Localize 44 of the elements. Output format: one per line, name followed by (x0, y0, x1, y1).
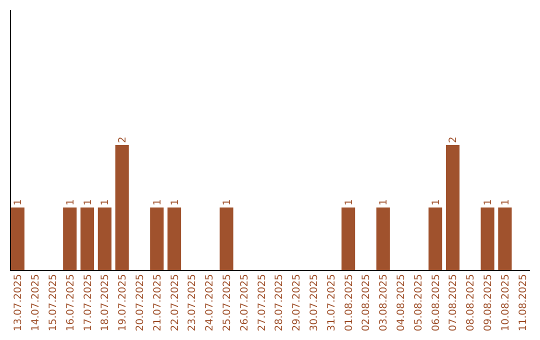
x-tick-label: 24.07.2025 (204, 274, 216, 332)
x-tick-label: 29.07.2025 (292, 274, 303, 332)
x-tick-label: 11.08.2025 (518, 274, 529, 332)
data-label: 2 (118, 136, 129, 143)
x-tick-label: 21.07.2025 (152, 274, 164, 332)
data-label: 1 (152, 199, 164, 206)
x-tick-label: 16.07.2025 (65, 274, 76, 332)
data-label: 1 (13, 199, 24, 206)
x-tick-label: 27.07.2025 (256, 274, 268, 332)
x-tick-label: 10.08.2025 (500, 274, 512, 332)
x-tick-label: 15.07.2025 (48, 274, 59, 332)
x-tick-label: 17.07.2025 (82, 274, 94, 332)
data-label: 1 (500, 199, 512, 206)
x-tick-label: 01.08.2025 (344, 274, 355, 332)
x-tick-label: 20.07.2025 (134, 274, 146, 332)
x-tick-label: 07.08.2025 (448, 274, 460, 332)
x-tick-label: 06.08.2025 (430, 274, 442, 332)
data-label: 1 (82, 199, 94, 206)
x-tick-label: 26.07.2025 (239, 274, 250, 332)
x-tick-label: 04.08.2025 (396, 274, 408, 332)
x-tick-label: 25.07.2025 (222, 274, 233, 332)
x-tick-label: 09.08.2025 (483, 274, 494, 332)
x-tick-label: 28.07.2025 (274, 274, 286, 332)
x-tick-label: 19.07.2025 (118, 274, 129, 332)
data-label: 1 (483, 199, 494, 206)
x-tick-label: 23.07.2025 (187, 274, 198, 332)
data-label: 1 (344, 199, 355, 206)
x-tick-label: 02.08.2025 (361, 274, 372, 332)
x-tick-label: 05.08.2025 (413, 274, 424, 332)
x-tick-label: 08.08.2025 (466, 274, 477, 332)
x-tick-label: 18.07.2025 (100, 274, 112, 332)
x-tick-label: 31.07.2025 (326, 274, 338, 332)
data-label: 1 (100, 199, 112, 206)
data-label: 1 (222, 199, 233, 206)
data-label: 1 (378, 199, 390, 206)
x-tick-label: 30.07.2025 (309, 274, 320, 332)
x-tick-label: 22.07.2025 (170, 274, 181, 332)
x-tick-label: 03.08.2025 (378, 274, 390, 332)
data-label: 1 (170, 199, 181, 206)
data-label: 1 (65, 199, 76, 206)
data-label: 2 (448, 136, 460, 143)
x-tick-label: 14.07.2025 (30, 274, 42, 332)
x-tick-label: 13.07.2025 (13, 274, 24, 332)
data-label: 1 (430, 199, 442, 206)
